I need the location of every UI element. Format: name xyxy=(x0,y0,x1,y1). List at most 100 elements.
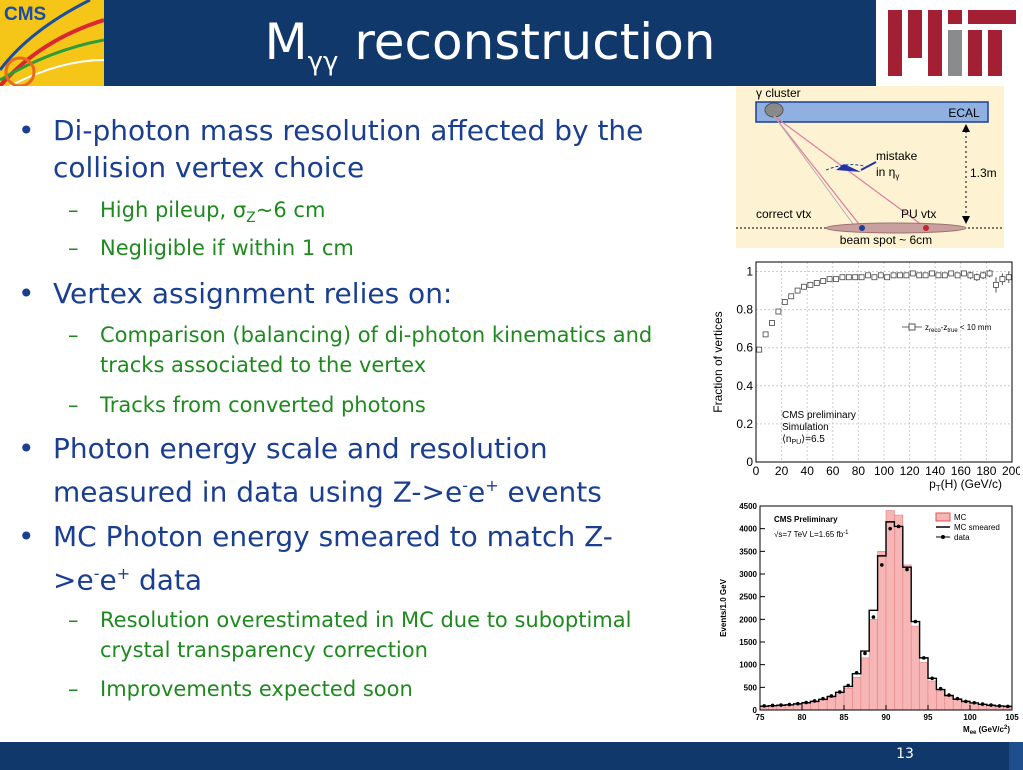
chart2-xtick: 105 xyxy=(1005,713,1019,722)
distance-label: 1.3m xyxy=(970,166,997,180)
chart1-xtick: 80 xyxy=(852,464,866,478)
chart2-ytick: 4500 xyxy=(739,502,757,511)
chart1-point xyxy=(845,274,852,281)
chart1-point xyxy=(865,272,871,279)
chart1-ytick: 0.6 xyxy=(736,341,753,355)
chart2-data-point xyxy=(905,567,909,572)
chart2-ytick: 2500 xyxy=(739,593,757,602)
chart1-xtick: 140 xyxy=(925,464,945,478)
chart1-point xyxy=(897,272,903,279)
chart2-data-point xyxy=(871,615,876,619)
chart1-point xyxy=(775,308,782,315)
chart1-point xyxy=(935,272,942,279)
title-rest: reconstruction xyxy=(338,13,716,71)
chart2-ytick: 3500 xyxy=(739,547,757,556)
chart2-mc-bar xyxy=(902,564,912,711)
chart1-point xyxy=(794,287,801,294)
ecal-label: ECAL xyxy=(948,106,980,120)
chart2-xtick: 100 xyxy=(963,713,977,722)
legend-data: data xyxy=(954,533,970,542)
chart1-point xyxy=(941,272,948,279)
chart1-ytick: 0.8 xyxy=(736,303,753,317)
chart1-xtick: 180 xyxy=(976,464,996,478)
chart2-data-point xyxy=(922,656,926,660)
chart1-point xyxy=(967,272,974,279)
chart1-ytick: 1 xyxy=(746,265,753,279)
chart1-point xyxy=(807,281,814,288)
chart2-xtick: 75 xyxy=(756,713,765,722)
chart2-data-point xyxy=(838,690,842,694)
chart2-mc-bar xyxy=(826,697,836,711)
title-bar: Mγγ reconstruction xyxy=(104,0,876,86)
chart2-data-point xyxy=(796,701,800,706)
chart2-data-point xyxy=(896,524,901,529)
title-main: M xyxy=(264,13,308,71)
chart2-ytick: 0 xyxy=(753,706,758,715)
vertex-diagram: ECAL γ cluster mistake in ηγ 1.3m correc… xyxy=(736,86,1004,248)
chart1-point xyxy=(877,272,884,279)
legend-mc-swatch xyxy=(935,512,951,522)
chart2-data-point xyxy=(770,703,775,708)
cms-logo-icon xyxy=(0,0,104,86)
slide-footer: 13 xyxy=(0,742,1023,770)
chart1-point xyxy=(922,272,929,279)
chart2-mc-bar xyxy=(919,662,929,711)
chart2-xtick: 95 xyxy=(924,713,933,722)
chart1-ytick: 0 xyxy=(746,455,753,469)
chart2-mc-bar xyxy=(843,687,853,711)
correct-vtx-marker xyxy=(859,225,865,231)
chart1-point xyxy=(820,278,827,284)
chart2-legend: MC MC smeared data xyxy=(935,512,1000,542)
svg-text:zreco-ztrue < 10 mm: zreco-ztrue < 10 mm xyxy=(925,323,992,334)
chart2-mc-smeared-line xyxy=(760,521,1012,708)
chart1-text-sim: Simulation xyxy=(782,422,829,433)
chart1-point xyxy=(961,270,967,277)
chart1-xtick: 200 xyxy=(1002,464,1020,478)
chart1-xtick: 120 xyxy=(900,464,920,478)
chart2-data-point xyxy=(821,696,825,701)
chart2-xlabel: Mee (GeV/c2) xyxy=(963,725,1010,736)
chart1-point xyxy=(948,270,955,277)
chart2-mc-bar xyxy=(868,619,878,711)
bullet-text: Photon energy scale and resolution measu… xyxy=(53,432,602,509)
chart1-point xyxy=(916,272,923,279)
chart1-xlabel: pT(H) (GeV/c) xyxy=(929,477,1002,492)
chart1-point xyxy=(890,272,897,279)
footer-edge xyxy=(1009,742,1023,770)
chart1-xtick: 160 xyxy=(951,464,971,478)
chart1-point xyxy=(756,346,763,353)
chart2-data-point xyxy=(804,700,808,705)
chart1-xtick: 40 xyxy=(801,464,815,478)
chart1-point xyxy=(762,331,769,338)
chart1-point xyxy=(813,280,820,286)
chart2-data-point xyxy=(787,702,792,707)
pu-vtx-marker xyxy=(923,225,929,231)
chart1-point xyxy=(929,270,935,277)
chart2-subtitle: √s=7 TeV L=1.65 fb-1 xyxy=(774,530,849,539)
cms-logo-text: CMS xyxy=(4,4,47,25)
chart2-xtick: 80 xyxy=(798,713,807,722)
chart2-data-point xyxy=(1006,704,1010,709)
chart1-ytick: 0.2 xyxy=(736,417,753,431)
chart2-data-point xyxy=(829,694,834,698)
chart1-point xyxy=(801,283,807,290)
chart1-xtick: 60 xyxy=(826,464,840,478)
page-title: Mγγ reconstruction xyxy=(104,10,876,94)
chart1-point xyxy=(781,299,788,305)
chart2-mc-bar xyxy=(936,690,946,711)
chart1-point xyxy=(980,272,987,279)
chart2-xtick: 85 xyxy=(840,713,849,722)
chart2-data-point xyxy=(779,703,783,707)
chart2-ytick: 3000 xyxy=(739,570,757,579)
chart1-point xyxy=(871,274,878,281)
mee-histogram-chart: 75 80 85 90 95 100 105 0 500 1000 1500 2000 2500 3000… xyxy=(716,500,1022,738)
chart2-ylabel: Events/1.0 GeV xyxy=(719,578,728,636)
cms-logo: CMS xyxy=(0,0,104,86)
chart1-point xyxy=(909,270,916,277)
cluster-label: γ cluster xyxy=(756,86,801,100)
chart2-mc-bar xyxy=(877,551,887,711)
chart2-ytick: 1500 xyxy=(739,638,757,647)
pu-track xyxy=(773,115,927,229)
chart2-ytick: 1000 xyxy=(739,661,757,670)
chart1-point xyxy=(973,274,980,281)
